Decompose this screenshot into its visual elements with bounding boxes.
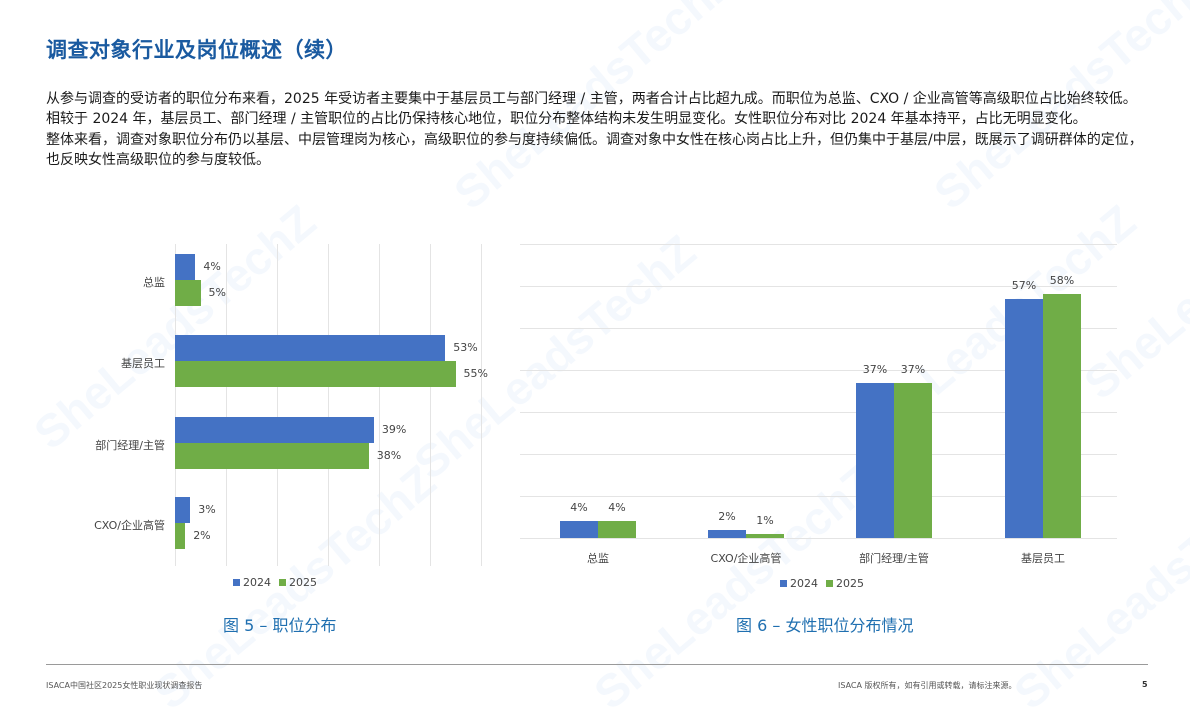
- body-text: 从参与调查的受访者的职位分布来看，2025 年受访者主要集中于基层员工与部门经理…: [46, 89, 1146, 170]
- gridline: [520, 328, 1117, 329]
- bar-2025: [175, 523, 186, 549]
- footer-copyright: ISACA 版权所有，如有引用或转载，请标注来源。: [838, 681, 1017, 690]
- data-label: 2%: [193, 529, 211, 542]
- bar-2025: [175, 361, 456, 387]
- gridline: [226, 244, 227, 566]
- chart-position-distribution: 总监 4% 5% 基层员工 53% 55% 部门经理/主管 39% 38% CXO/企业高管 3% 2…: [30, 240, 510, 600]
- category-label: 部门经理/主管: [859, 552, 929, 565]
- page-title: 调查对象行业及岗位概述（续）: [46, 38, 347, 62]
- gridline: [520, 538, 1117, 539]
- bar-2025: [894, 382, 932, 538]
- gridline: [277, 244, 278, 566]
- bar-2024: [856, 382, 894, 538]
- gridline: [481, 244, 482, 566]
- legend-swatch-icon: [233, 579, 240, 586]
- chart-legend: 2024 2025: [233, 576, 317, 589]
- data-label: 39%: [381, 423, 407, 436]
- legend-item-2024: 2024: [780, 577, 818, 590]
- data-label: 5%: [208, 286, 226, 299]
- legend-item-2025: 2025: [279, 576, 317, 589]
- category-label: 基层员工: [121, 357, 165, 370]
- data-label: 3%: [198, 503, 216, 516]
- data-label: 53%: [453, 341, 478, 354]
- category-label: 总监: [587, 552, 609, 565]
- bar-2025: [746, 533, 784, 538]
- category-label: 基层员工: [1021, 552, 1065, 565]
- figure-caption-6: 图 6 – 女性职位分布情况: [736, 616, 914, 635]
- gridline: [328, 244, 329, 566]
- paragraph: 从参与调查的受访者的职位分布来看，2025 年受访者主要集中于基层员工与部门经理…: [46, 91, 1137, 128]
- bar-2025: [598, 521, 636, 538]
- chart-legend: 2024 2025: [780, 577, 864, 590]
- data-label: 38%: [376, 449, 402, 462]
- bar-2025: [1043, 294, 1081, 538]
- bar-2024: [1005, 298, 1043, 538]
- gridline: [520, 370, 1117, 371]
- data-label: 4%: [570, 501, 588, 515]
- bar-2024: [708, 529, 746, 538]
- paragraph: 整体来看，调查对象职位分布仍以基层、中层管理岗为核心，高级职位的参与度持续偏低。…: [46, 131, 1143, 168]
- gridline: [520, 412, 1117, 413]
- legend-swatch-icon: [279, 579, 286, 586]
- gridline: [520, 286, 1117, 287]
- data-label: 37%: [862, 362, 888, 376]
- figure-caption-5: 图 5 – 职位分布: [223, 616, 337, 635]
- data-label: 2%: [718, 509, 736, 523]
- bar-2024: [175, 497, 191, 523]
- bar-2024: [175, 417, 374, 443]
- chart-female-position-distribution: 总监 4% 4% CXO/企业高管 2% 1% 部门经理/主管 37% 37% 基层员工 57% 58…: [520, 240, 1140, 600]
- footer-report-title: ISACA中国社区2025女性职业现状调查报告: [46, 681, 203, 690]
- bar-2025: [175, 443, 369, 469]
- data-label: 55%: [463, 367, 488, 380]
- category-label: CXO/企业高管: [94, 519, 165, 532]
- gridline: [520, 496, 1117, 497]
- category-label: CXO/企业高管: [710, 552, 782, 565]
- data-label: 37%: [900, 362, 926, 376]
- gridline: [175, 244, 176, 566]
- data-label: 1%: [756, 513, 774, 527]
- category-label: 部门经理/主管: [95, 439, 165, 452]
- legend-swatch-icon: [826, 580, 833, 587]
- bar-2024: [175, 335, 446, 361]
- page-number: 5: [1142, 680, 1148, 689]
- data-label: 4%: [203, 260, 221, 273]
- gridline: [520, 244, 1117, 245]
- data-label: 58%: [1049, 274, 1075, 288]
- legend-swatch-icon: [780, 580, 787, 587]
- gridline: [379, 244, 380, 566]
- footer-divider: [46, 664, 1148, 665]
- bar-2024: [560, 521, 598, 538]
- data-label: 57%: [1011, 278, 1037, 292]
- legend-item-2024: 2024: [233, 576, 271, 589]
- gridline: [520, 454, 1117, 455]
- bar-2024: [175, 254, 196, 280]
- legend-item-2025: 2025: [826, 577, 864, 590]
- bar-2025: [175, 280, 201, 306]
- gridline: [430, 244, 431, 566]
- category-label: 总监: [143, 276, 165, 289]
- data-label: 4%: [608, 501, 626, 515]
